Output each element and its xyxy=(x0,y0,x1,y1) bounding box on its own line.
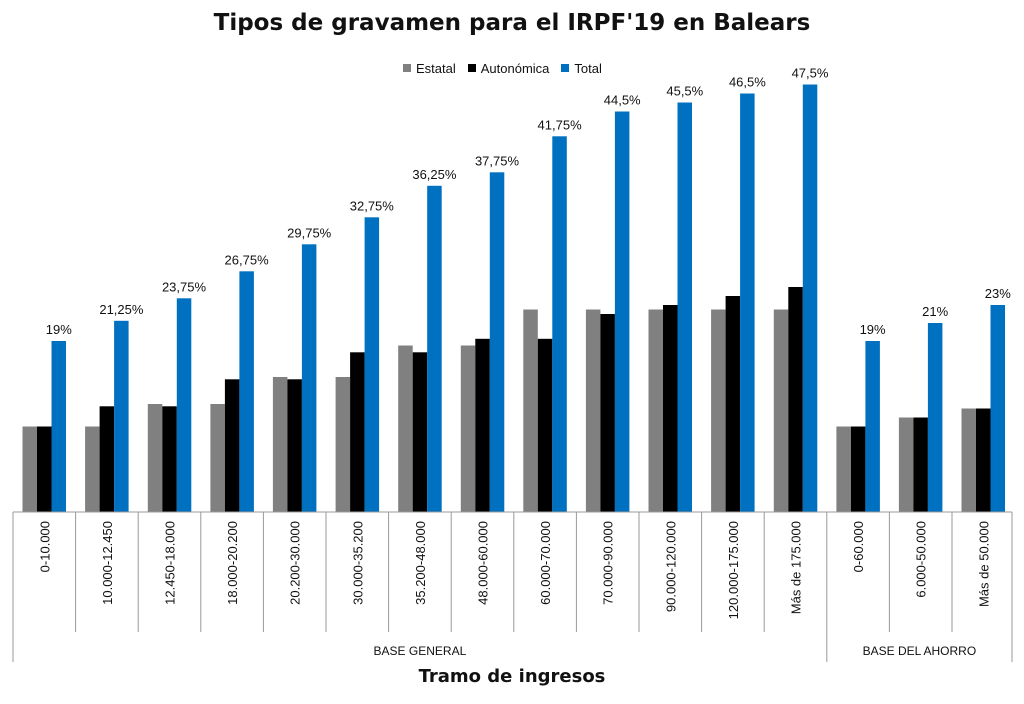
data-label: 23,75% xyxy=(162,279,207,294)
group-label: BASE DEL AHORRO xyxy=(863,644,977,658)
data-label: 21,25% xyxy=(99,302,144,317)
legend-swatch xyxy=(403,64,411,72)
tick-label: 60.000-70.000 xyxy=(538,521,553,605)
tick-label: 30.000-35.200 xyxy=(350,521,365,605)
bar-estatal-14 xyxy=(898,417,914,512)
legend-swatch xyxy=(561,64,570,72)
bar-estatal-15 xyxy=(961,408,976,512)
bar-autonómica-1 xyxy=(99,406,115,513)
chart-title: Tipos de gravamen para el IRPF'19 en Bal… xyxy=(213,10,811,36)
bar-total-14 xyxy=(927,323,943,512)
bar-estatal-5 xyxy=(335,377,351,512)
bar-estatal-10 xyxy=(648,309,663,512)
tick-label: Más de 175.000 xyxy=(789,521,804,614)
tick-label: 18.000-20.200 xyxy=(225,521,240,605)
data-label: 36,25% xyxy=(412,167,457,182)
data-label: 19% xyxy=(860,322,886,337)
bar-total-3 xyxy=(239,271,254,513)
bar-total-4 xyxy=(301,244,317,513)
legend-item-1: Autonómica xyxy=(467,60,550,76)
tick-label: 20.200-30.000 xyxy=(288,521,303,605)
bar-estatal-7 xyxy=(460,345,476,512)
tick-label: 35.200-48.000 xyxy=(413,521,428,605)
bar-estatal-6 xyxy=(398,345,413,512)
data-label: 37,75% xyxy=(475,153,520,168)
bar-autonómica-8 xyxy=(537,338,553,513)
data-label: 21% xyxy=(922,304,948,319)
bar-autonómica-10 xyxy=(663,305,678,512)
bar-total-13 xyxy=(865,341,880,512)
bar-total-10 xyxy=(677,102,692,512)
data-label: 32,75% xyxy=(350,198,395,213)
tick-label: 0-10.000 xyxy=(37,521,52,572)
bar-autonómica-3 xyxy=(224,379,240,513)
bar-autonómica-14 xyxy=(913,417,928,512)
bar-autonómica-0 xyxy=(37,426,52,512)
bar-autonómica-9 xyxy=(600,314,615,512)
bar-total-2 xyxy=(176,298,192,513)
legend: Estatal Autonómica Total xyxy=(403,59,614,77)
bar-autonómica-12 xyxy=(788,287,803,512)
bar-estatal-2 xyxy=(147,404,163,512)
bar-autonómica-15 xyxy=(976,408,991,512)
bar-autonómica-13 xyxy=(850,426,866,512)
data-label: 23% xyxy=(985,286,1011,301)
tick-label: 6.000-50.000 xyxy=(914,521,929,598)
data-label: 41,75% xyxy=(538,117,583,132)
bar-total-7 xyxy=(489,172,505,513)
bar-autonómica-2 xyxy=(162,406,177,513)
bar-total-9 xyxy=(614,111,630,512)
tick-label: 12.450-18.000 xyxy=(163,521,178,605)
data-label: 47,5% xyxy=(792,66,829,81)
data-label: 19% xyxy=(46,322,72,337)
bar-total-1 xyxy=(114,320,129,513)
legend-swatch xyxy=(467,64,476,72)
tick-label: 90.000-120.000 xyxy=(663,521,678,612)
bar-estatal-13 xyxy=(836,426,851,512)
bar-estatal-8 xyxy=(523,309,538,512)
legend-item-0: Estatal xyxy=(403,61,456,76)
bar-estatal-12 xyxy=(773,309,789,512)
legend-label: Total xyxy=(574,60,602,76)
bar-autonómica-7 xyxy=(475,338,490,513)
bar-total-8 xyxy=(552,136,567,513)
bar-total-12 xyxy=(802,84,818,512)
tick-label: Más de 50.000 xyxy=(976,521,991,607)
bar-total-11 xyxy=(740,93,755,512)
bar-total-6 xyxy=(427,185,442,513)
bar-autonómica-5 xyxy=(350,352,365,513)
bar-estatal-4 xyxy=(272,377,288,512)
legend-label: Estatal xyxy=(416,60,456,76)
data-label: 26,75% xyxy=(225,252,270,267)
legend-label: Autonómica xyxy=(480,60,550,76)
tick-label: 10.000-12.450 xyxy=(100,521,115,605)
data-label: 45,5% xyxy=(666,84,703,99)
data-label: 29,75% xyxy=(287,225,332,240)
tick-label: 120.000-175.000 xyxy=(726,521,741,619)
tick-label: 70.000-90.000 xyxy=(601,521,616,605)
bar-estatal-9 xyxy=(585,309,601,512)
bar-total-5 xyxy=(364,217,380,513)
bar-autonómica-11 xyxy=(725,296,741,512)
legend-item-2: Total xyxy=(561,60,602,76)
bar-total-0 xyxy=(51,341,66,512)
data-label: 46,5% xyxy=(729,75,766,90)
bar-autonómica-4 xyxy=(287,379,302,513)
bar-estatal-0 xyxy=(22,426,37,512)
bar-autonómica-6 xyxy=(412,352,428,513)
bar-estatal-11 xyxy=(711,309,726,512)
data-label: 44,5% xyxy=(604,93,641,108)
tick-label: 0-60.000 xyxy=(851,521,866,572)
bar-estatal-1 xyxy=(85,426,100,512)
x-axis-title: Tramo de ingresos xyxy=(418,666,606,687)
group-label: BASE GENERAL xyxy=(374,644,467,658)
bar-total-15 xyxy=(990,305,1005,512)
bar-estatal-3 xyxy=(210,404,225,512)
tick-label: 48.000-60.000 xyxy=(476,521,491,605)
